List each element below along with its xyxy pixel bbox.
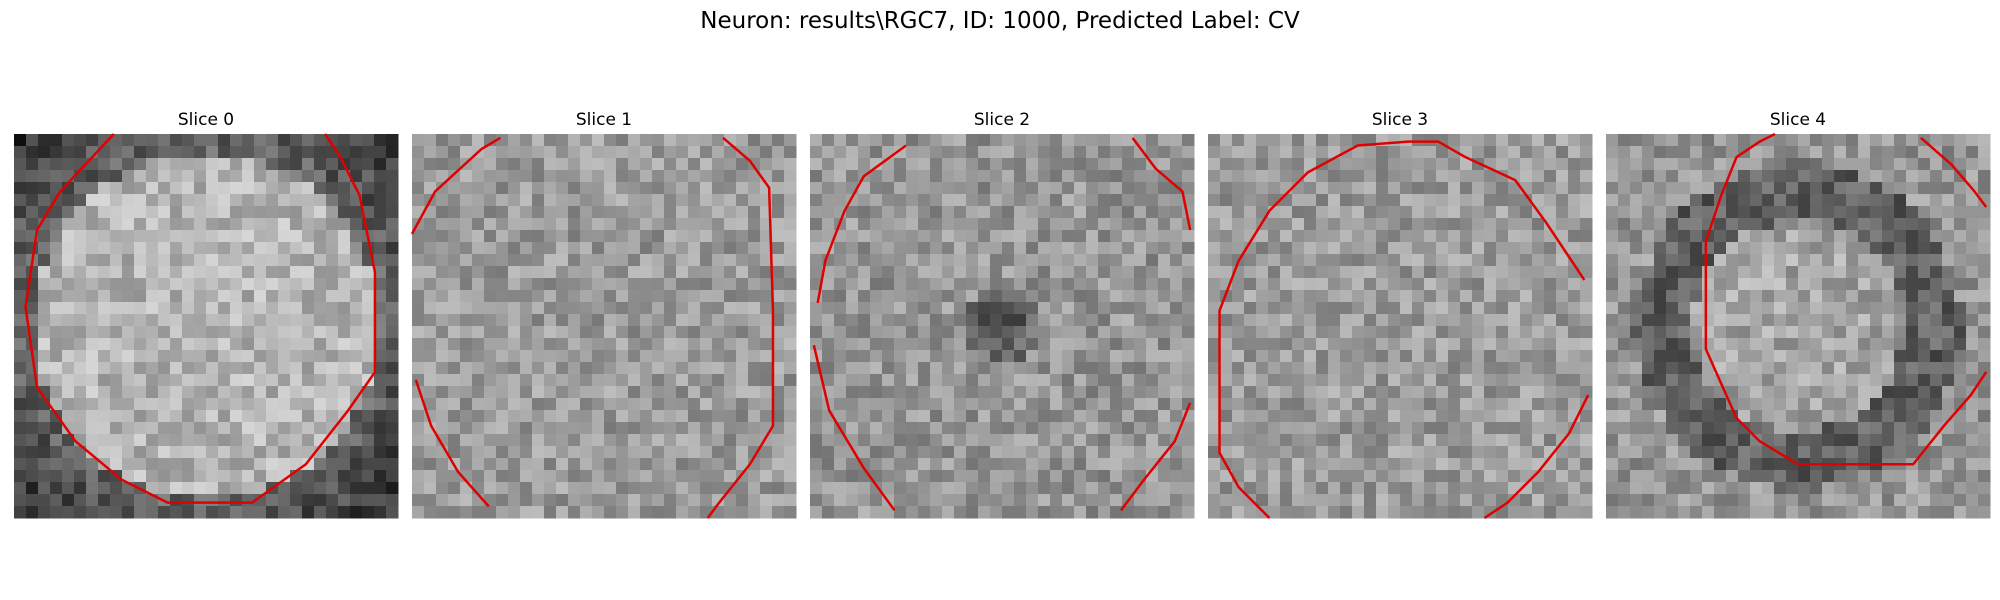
contour-line: [1704, 132, 1988, 466]
contour-line: [1483, 394, 1590, 520]
contour-line: [1218, 140, 1586, 519]
contour-line: [1120, 402, 1192, 512]
contour-line: [410, 136, 501, 235]
contour-line: [24, 133, 377, 504]
contour-line: [706, 136, 775, 519]
slice-panel-0: [14, 134, 399, 519]
figure-title: Neuron: results\RGC7, ID: 1000, Predicte…: [700, 8, 1300, 34]
contour-line: [414, 379, 490, 508]
contour-line: [1131, 137, 1192, 231]
slice-title-4: Slice 4: [1769, 110, 1827, 130]
slice-title-2: Slice 2: [973, 110, 1031, 130]
contour-line: [816, 144, 907, 304]
slice-panel-1: [412, 134, 797, 519]
slice-panel-4: [1606, 134, 1991, 519]
slice-title-0: Slice 0: [177, 110, 235, 130]
contour-line: [1920, 136, 1988, 208]
contour-line: [812, 344, 896, 512]
slice-panel-2: [810, 134, 1195, 519]
slice-title-1: Slice 1: [575, 110, 633, 130]
slice-title-3: Slice 3: [1371, 110, 1429, 130]
slice-panel-3: [1208, 134, 1593, 519]
